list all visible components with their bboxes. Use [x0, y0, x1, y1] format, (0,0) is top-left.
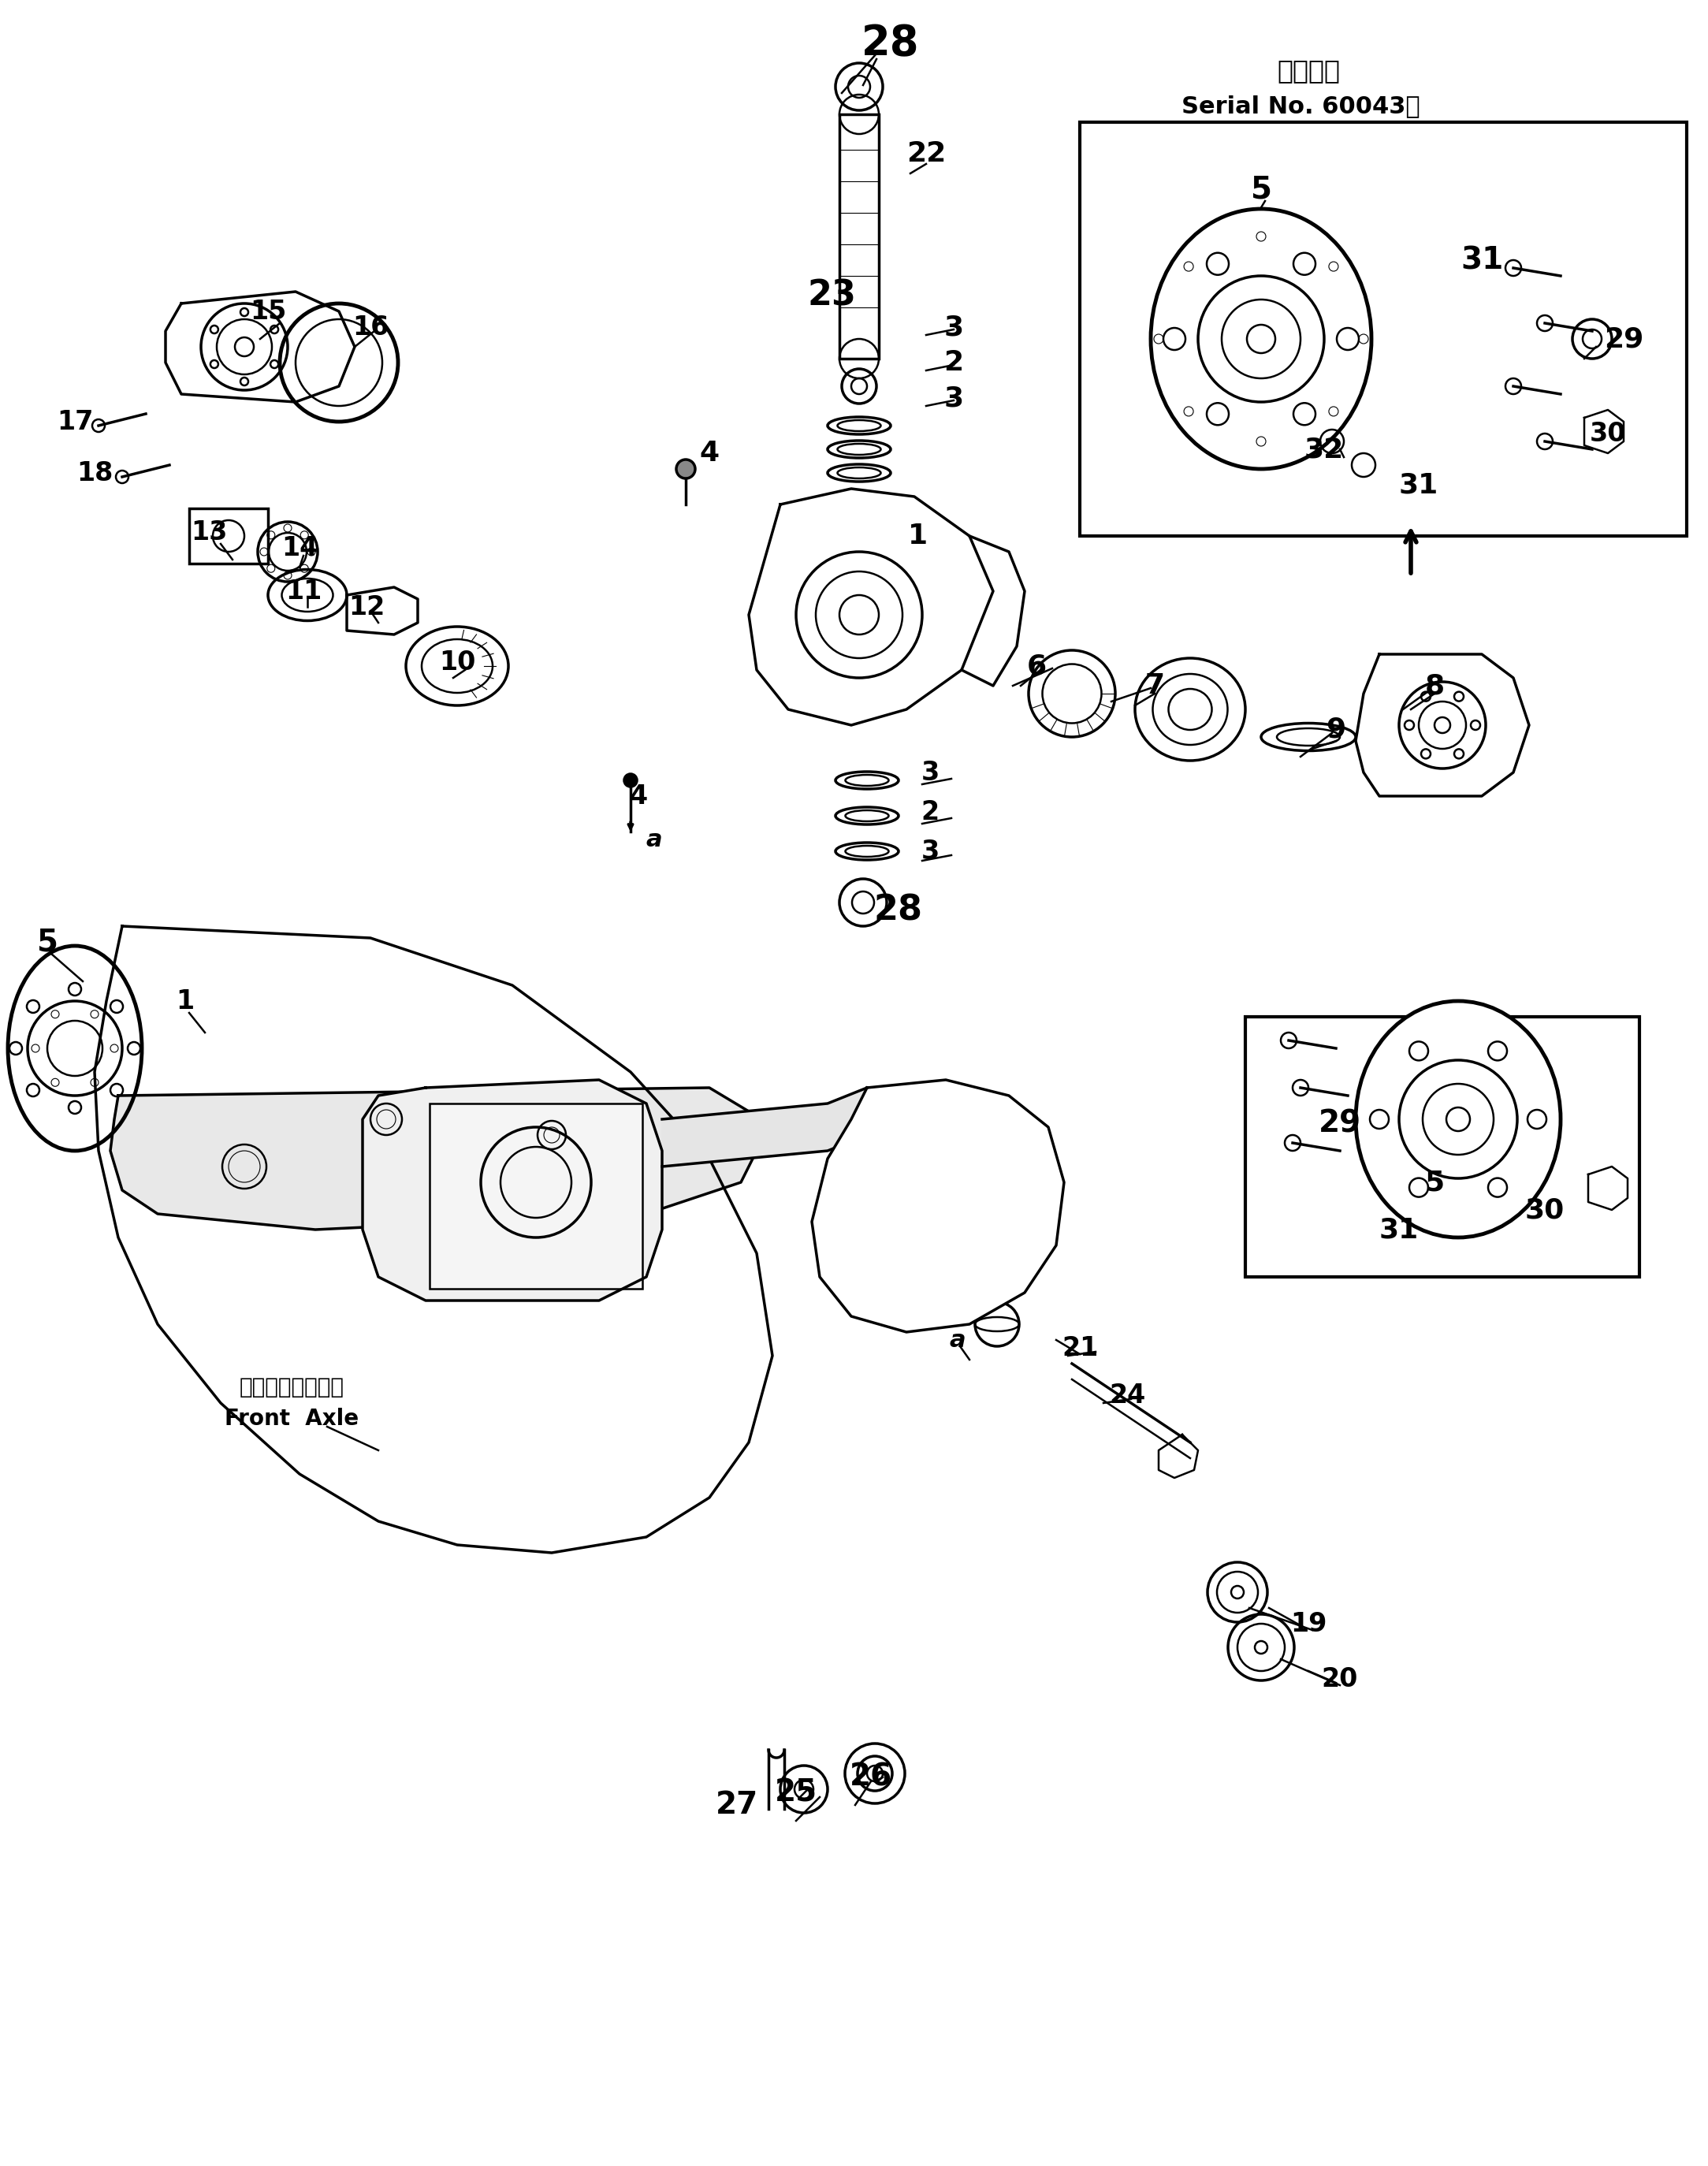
Text: 19: 19 [1290, 1612, 1327, 1637]
Text: 22: 22 [907, 141, 946, 167]
Text: 3: 3 [921, 760, 939, 786]
Text: 16: 16 [352, 314, 389, 340]
Bar [429, 1102, 642, 1289]
Text: 31: 31 [1399, 472, 1438, 498]
Text: 27: 27 [716, 1789, 758, 1819]
Text: 28: 28 [874, 892, 922, 927]
Text: 14: 14 [282, 535, 318, 561]
Text: 24: 24 [1108, 1382, 1146, 1408]
Text: a: a [646, 827, 663, 851]
Text: 29: 29 [1604, 325, 1643, 353]
Text: 6: 6 [1027, 652, 1047, 680]
Text: 1: 1 [176, 988, 195, 1014]
Text: 30: 30 [1590, 420, 1626, 446]
Text: 適用号機: 適用号機 [1278, 58, 1339, 84]
Polygon shape [166, 292, 355, 403]
Text: 1: 1 [909, 522, 927, 550]
Text: 21: 21 [1062, 1334, 1098, 1360]
Polygon shape [1356, 654, 1529, 797]
Text: 2: 2 [921, 799, 939, 825]
Bar [190, 509, 268, 563]
Polygon shape [1585, 409, 1624, 453]
Text: 3: 3 [921, 838, 939, 864]
Text: 5: 5 [36, 927, 58, 957]
Polygon shape [111, 1087, 757, 1230]
Text: 28: 28 [861, 24, 919, 63]
Text: 2: 2 [945, 349, 963, 377]
Text: 13: 13 [191, 520, 227, 546]
Polygon shape [362, 1081, 663, 1300]
Text: 29: 29 [1319, 1109, 1361, 1137]
Bar [1079, 121, 1688, 535]
Text: フロントアクスル: フロントアクスル [239, 1375, 343, 1399]
Text: 15: 15 [249, 299, 287, 325]
Text: 12: 12 [348, 593, 384, 619]
Text: Front  Axle: Front Axle [224, 1408, 359, 1430]
Bar [1245, 1016, 1640, 1278]
Polygon shape [1588, 1167, 1628, 1211]
Ellipse shape [1151, 208, 1372, 470]
Text: 25: 25 [775, 1778, 818, 1809]
Text: 5: 5 [1424, 1170, 1445, 1196]
Bar [839, 115, 880, 360]
Polygon shape [811, 1081, 1064, 1332]
Text: 10: 10 [439, 650, 475, 676]
Text: 20: 20 [1322, 1666, 1358, 1692]
Text: 32: 32 [1305, 435, 1344, 464]
Text: 31: 31 [1380, 1215, 1419, 1243]
Text: 3: 3 [945, 386, 963, 412]
Text: 9: 9 [1325, 715, 1346, 743]
Text: 17: 17 [56, 409, 94, 435]
Circle shape [676, 459, 695, 479]
Text: 31: 31 [1460, 245, 1503, 275]
Polygon shape [663, 1087, 868, 1167]
Text: 23: 23 [808, 279, 856, 312]
Text: 18: 18 [77, 459, 113, 485]
Text: 5: 5 [1250, 173, 1272, 204]
Text: 8: 8 [1424, 671, 1445, 700]
Text: 7: 7 [1144, 671, 1165, 700]
Ellipse shape [1356, 1001, 1561, 1237]
Text: Serial No. 60043～: Serial No. 60043～ [1182, 95, 1419, 117]
Polygon shape [748, 490, 992, 726]
Text: a: a [950, 1328, 965, 1352]
Text: 4: 4 [700, 440, 719, 466]
Text: 4: 4 [629, 784, 647, 810]
Text: 30: 30 [1525, 1196, 1565, 1224]
Text: 26: 26 [849, 1763, 892, 1793]
Text: 3: 3 [945, 314, 963, 340]
Text: 11: 11 [285, 578, 321, 604]
Circle shape [623, 773, 637, 786]
Polygon shape [94, 927, 772, 1553]
